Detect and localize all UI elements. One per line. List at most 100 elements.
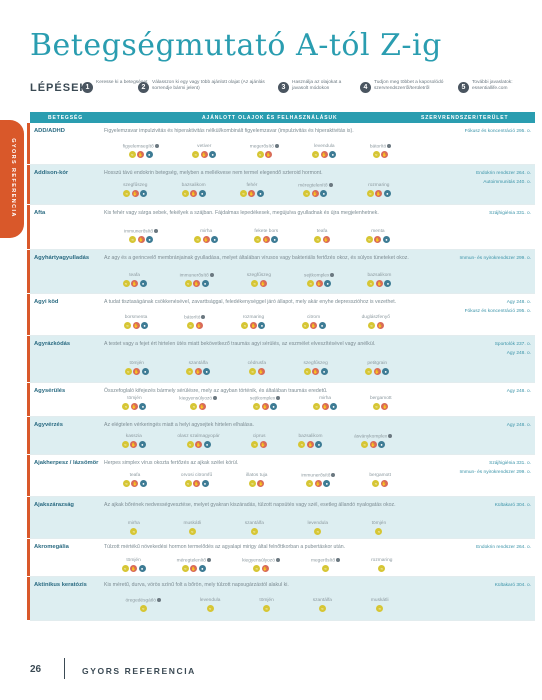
table-row: Agyrázkódás A testet vagy a fejet ért hir… (27, 336, 535, 383)
system-ref-link[interactable]: Endokrin rendszer 264. o. (476, 545, 531, 550)
page-title: Betegségmutató A-tól Z-ig (30, 28, 442, 63)
table-row: Agysérülés Összefoglaló kifejezés bármely… (27, 383, 535, 417)
topical-icon: ✋ (261, 565, 269, 573)
internal-icon: ● (138, 441, 146, 448)
side-tab (0, 120, 24, 238)
oil-name-text: öregedésgátló (125, 598, 156, 604)
oil-name-text: szegfűszeg (303, 361, 328, 366)
oil-name: muskátli (371, 598, 389, 604)
aromatic-icon: ≈ (306, 480, 314, 488)
usage-icons: ≈ ✋ ● (122, 280, 147, 287)
aromatic-icon: ≈ (366, 190, 374, 197)
aromatic-icon: ≈ (254, 236, 262, 243)
aromatic-icon: ≈ (253, 403, 261, 411)
condition-name: Agyhártyagyulladás (34, 255, 90, 261)
oil-item: rozmaring ≈ ✋ ● (241, 315, 266, 329)
system-ref-link[interactable]: Kültakaró 304. o. (494, 583, 531, 588)
usage-icons: ≈ ✋ (248, 480, 265, 487)
oil-name: ciprus (253, 434, 266, 440)
oil-item: teafa ≈ ✋ ● (122, 473, 147, 487)
usage-icons: ≈ ✋ ● (367, 280, 392, 287)
oil-name-text: mirha (319, 396, 332, 401)
oil-name-text: bátorító (184, 315, 201, 321)
system-ref-link[interactable]: Fókusz és koncentráció 295. o. (464, 308, 531, 314)
condition-name: Akromegália (34, 544, 69, 550)
oil-name: szantálfa (245, 521, 264, 527)
blend-dot-icon (335, 558, 340, 562)
oil-name: rozmaring (243, 315, 264, 321)
topical-icon: ✋ (322, 236, 330, 243)
system-ref-link[interactable]: Szájhigiénia 331. o. (489, 461, 531, 466)
oil-name-text: tömjén (126, 558, 141, 563)
condition-description: Herpes simplex vírus okozta fertőzés az … (104, 460, 239, 466)
condition-name: Ajakherpesz / lázsömör (34, 460, 99, 466)
oil-item: menta ≈ ✋ ● (365, 229, 390, 243)
oil-name: kiegyensúlyozó (242, 558, 280, 564)
oil-name: muskátli (183, 521, 201, 527)
oil-name: menta (371, 229, 384, 235)
topical-icon: ✋ (375, 280, 383, 287)
aromatic-icon: ≈ (184, 480, 192, 487)
oil-name: borsmenta (125, 315, 148, 321)
oil-name: levendula (200, 598, 221, 604)
step-text: Válasszon ki egy vagy több ajánlott olaj… (152, 80, 265, 91)
oil-name-text: fekete bors (254, 229, 279, 234)
oil-name-text: immunerősítő (179, 273, 209, 279)
oil-item: immunerősítő ≈ ✋ ● (124, 229, 159, 244)
oil-item: orvosi citromfű ≈ ✋ ● (181, 473, 212, 487)
aromatic-icon: ≈ (241, 322, 249, 329)
aromatic-icon: ≈ (249, 368, 257, 375)
oil-item: illatos tuja ≈ ✋ (246, 473, 267, 487)
aromatic-icon: ≈ (318, 605, 326, 612)
system-ref-link[interactable]: Endokrin rendszer 264. o. (476, 171, 531, 176)
usage-icons: ≈ ✋ ● (241, 322, 266, 329)
oil-name: immunerősítő (301, 473, 336, 479)
usage-icons: ≈ (130, 528, 138, 535)
internal-icon: ● (140, 190, 148, 197)
blend-dot-icon (156, 598, 161, 602)
oil-name-text: immunerősítő (301, 473, 331, 479)
table-header: BETEGSÉG AJÁNLOTT OLAJOK ÉS FELHASZNÁLÁS… (30, 112, 535, 123)
oil-name: immunerősítő (180, 273, 214, 279)
oil-name-text: teafa (129, 473, 141, 478)
system-ref-link[interactable]: Immun- és nyirokrendszer 299. o. (459, 256, 531, 261)
blend-dot-icon (213, 396, 218, 400)
oil-name-text: sejtkomplex (304, 273, 330, 279)
step-text: További javaslatok: essentiallife.com (472, 80, 513, 91)
system-ref-link[interactable]: Kültakaró 304. o. (494, 503, 531, 508)
aromatic-icon: ≈ (128, 151, 136, 159)
oil-name-text: kiegyensúlyozó (242, 558, 275, 564)
usage-icons: ≈ ✋ ● (186, 441, 211, 448)
oil-item: bazsalikom ≈ ✋ ● (181, 183, 206, 197)
system-ref-link[interactable]: Agy 248. o. (506, 389, 531, 394)
internal-icon: ● (256, 190, 264, 197)
system-ref-link[interactable]: Autoimmunitás 240. o. (483, 179, 531, 185)
oil-name-text: figyelemsegítő (122, 144, 154, 150)
system-ref-link[interactable]: Szájhigiénia 331. o. (489, 211, 531, 216)
oil-item: figyelemsegítő ≈ ✋ ● (122, 144, 159, 159)
oil-item: muskátli ≈ (371, 598, 389, 612)
system-ref-link[interactable]: Sportolók 237. o. (494, 342, 531, 347)
oil-name: bazsalikom (367, 273, 391, 279)
oil-name-text: szegfűszeg (123, 183, 148, 188)
system-ref-link[interactable]: Fókusz és koncentráció 295. o. (464, 129, 531, 134)
condition-name: Agyi köd (34, 299, 59, 305)
system-ref-link[interactable]: Immun- és nyirokrendszer 299. o. (459, 469, 531, 475)
oil-name: levendula (314, 144, 335, 150)
system-ref-link[interactable]: Agy 248. o. (506, 300, 531, 305)
topical-icon: ✋ (321, 403, 329, 410)
step-number: 2 (138, 82, 149, 93)
oil-name: teafa (130, 473, 141, 479)
oil-list: tömjén ≈ ✋ ● kiegyensúlyozó ≈ ✋ sejtkomplex ≈ ✋ ● m… (106, 396, 408, 411)
aromatic-icon: ≈ (206, 605, 214, 612)
oil-name-text: bátorító (369, 144, 387, 150)
usage-icons: ≈ (188, 528, 196, 535)
usage-icons: ≈ ✋ (372, 151, 389, 159)
system-ref-link[interactable]: Agy 248. o. (506, 350, 531, 356)
aromatic-icon: ≈ (256, 151, 264, 159)
system-ref-link[interactable]: Agy 248. o. (506, 423, 531, 428)
system-refs: Agy 248. o. Fókusz és koncentráció 295. o… (413, 299, 531, 316)
oil-name: sejtkomplex (250, 396, 281, 402)
usage-icons: ≈ ✋ ● (301, 322, 326, 329)
condition-description: Az agy és a gerincvelő membránjainak gyu… (104, 255, 409, 261)
